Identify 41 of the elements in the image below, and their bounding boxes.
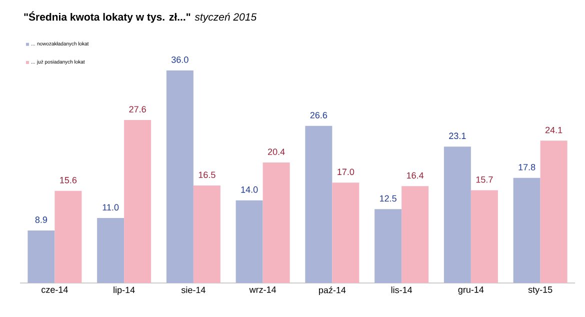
bar (54, 190, 82, 283)
data-label: 14.0 (241, 186, 258, 193)
data-label: 8.9 (35, 216, 48, 223)
data-label: 26.6 (310, 112, 328, 118)
data-label: 17.8 (518, 164, 536, 170)
bar (97, 218, 124, 283)
data-label: 20.4 (268, 148, 285, 155)
x-tick-label: wrz-14 (249, 286, 276, 293)
data-label: 27.6 (129, 106, 146, 112)
chart-title: "Średnia kwota lokaty w tys. zł..." styczeń 2015 (24, 11, 257, 23)
data-label: 16.5 (198, 172, 216, 178)
bar (444, 146, 471, 283)
data-label: 15.6 (60, 176, 77, 184)
bar (470, 190, 498, 283)
x-tick-label: sty-15 (528, 286, 552, 295)
x-tick-label: paź-14 (319, 286, 346, 296)
data-label: 15.7 (476, 176, 493, 183)
data-label: 16.4 (406, 172, 424, 179)
bar (305, 126, 332, 283)
bar (540, 140, 568, 283)
data-label: 24.1 (546, 126, 562, 134)
bar (332, 182, 360, 283)
bar (193, 186, 220, 283)
bar (236, 200, 263, 283)
x-tick-label: cze-14 (42, 286, 68, 293)
bar (262, 162, 290, 283)
bar (28, 230, 55, 283)
x-tick-label: sie-14 (181, 286, 206, 294)
x-tick-label: lip-14 (114, 286, 135, 295)
data-label: 23.1 (449, 132, 466, 140)
data-label: 11.0 (102, 204, 119, 211)
x-tick-label: lis-14 (391, 286, 412, 294)
data-label: 12.5 (380, 195, 396, 202)
bar (166, 70, 194, 283)
data-label: 36.0 (172, 56, 188, 63)
bar (374, 209, 402, 283)
data-label: 17.0 (338, 168, 354, 176)
bar (124, 120, 152, 283)
x-tick-label: gru-14 (458, 286, 484, 295)
bar (402, 186, 429, 283)
bar (513, 178, 540, 283)
